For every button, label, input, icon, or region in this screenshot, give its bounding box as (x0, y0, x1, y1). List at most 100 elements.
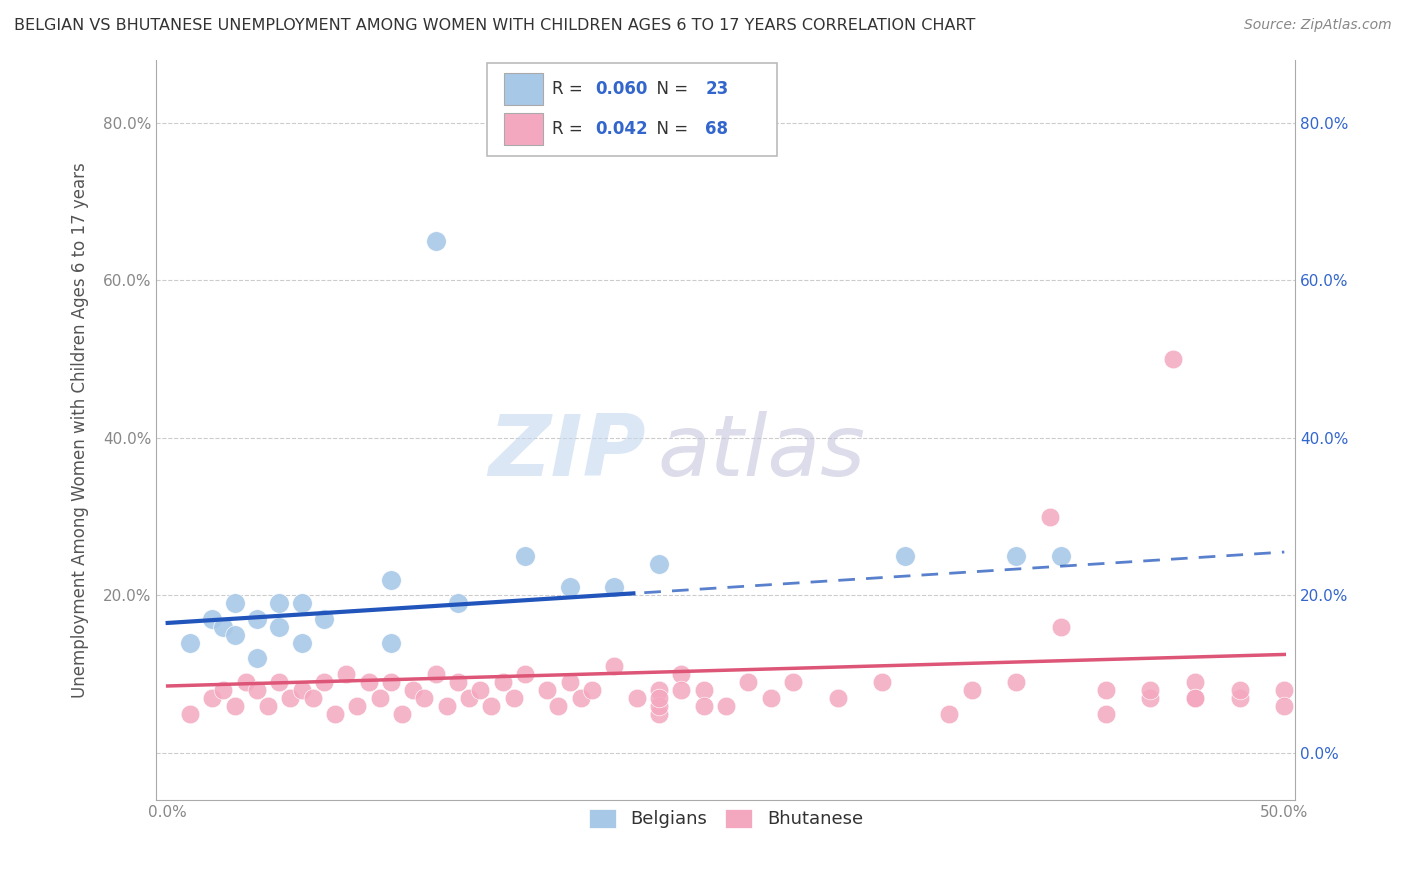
Point (1039, 509, 1062, 524)
Point (312, 675, 335, 690)
Point (1184, 690, 1206, 705)
Point (492, 675, 515, 690)
Point (425, 667, 447, 681)
Point (224, 698, 246, 713)
Point (502, 690, 524, 705)
Point (782, 675, 804, 690)
FancyBboxPatch shape (486, 63, 778, 156)
Point (1050, 549, 1073, 563)
Point (827, 690, 849, 705)
Point (872, 675, 894, 690)
Point (323, 706, 346, 721)
Point (558, 581, 581, 595)
Point (648, 690, 671, 705)
Point (1094, 682, 1116, 697)
Point (447, 675, 470, 690)
Point (380, 675, 402, 690)
FancyBboxPatch shape (503, 112, 543, 145)
Point (291, 635, 314, 649)
Point (603, 659, 626, 673)
Point (671, 682, 693, 697)
Point (1229, 690, 1251, 705)
Point (413, 690, 436, 705)
Point (291, 682, 314, 697)
Y-axis label: Unemployment Among Women with Children Ages 6 to 17 years: Unemployment Among Women with Children A… (72, 162, 89, 698)
Text: Source: ZipAtlas.com: Source: ZipAtlas.com (1244, 18, 1392, 32)
Point (257, 698, 280, 713)
Point (235, 675, 257, 690)
Point (759, 690, 782, 705)
Text: R =: R = (551, 120, 588, 138)
Text: N =: N = (647, 79, 693, 98)
Text: 0.060: 0.060 (595, 79, 647, 98)
Point (201, 612, 224, 626)
Point (938, 706, 960, 721)
Point (368, 690, 391, 705)
Text: 23: 23 (706, 79, 728, 98)
Point (603, 581, 626, 595)
Point (391, 706, 413, 721)
Point (301, 690, 323, 705)
Point (1161, 351, 1184, 366)
Point (246, 682, 269, 697)
Legend: Belgians, Bhutanese: Belgians, Bhutanese (582, 802, 870, 836)
Point (179, 706, 201, 721)
Text: N =: N = (647, 120, 693, 138)
Point (246, 651, 269, 665)
Point (201, 690, 224, 705)
Point (269, 620, 291, 634)
Point (648, 682, 671, 697)
Point (692, 682, 714, 697)
FancyBboxPatch shape (503, 72, 543, 105)
Point (458, 690, 481, 705)
Point (1139, 682, 1161, 697)
Point (1184, 675, 1206, 690)
Point (1005, 549, 1028, 563)
Point (558, 675, 581, 690)
Point (224, 628, 246, 642)
Point (692, 698, 714, 713)
Text: 68: 68 (706, 120, 728, 138)
Point (212, 620, 235, 634)
Point (224, 596, 246, 610)
Point (447, 596, 470, 610)
Point (312, 612, 335, 626)
Point (547, 698, 569, 713)
Point (714, 698, 737, 713)
Point (179, 635, 201, 649)
Point (1094, 706, 1116, 721)
Point (346, 698, 368, 713)
Point (425, 234, 447, 248)
Point (513, 549, 536, 563)
Point (380, 573, 402, 587)
Point (269, 596, 291, 610)
Point (536, 682, 558, 697)
Point (481, 698, 503, 713)
Point (436, 698, 458, 713)
Text: 0.042: 0.042 (595, 120, 648, 138)
Point (357, 675, 380, 690)
Point (581, 682, 603, 697)
Point (1272, 682, 1295, 697)
Text: R =: R = (551, 79, 588, 98)
Point (280, 690, 302, 705)
Point (1272, 698, 1295, 713)
Point (291, 596, 314, 610)
Text: ZIP: ZIP (489, 410, 647, 493)
Point (1184, 690, 1206, 705)
Point (569, 690, 592, 705)
Point (212, 682, 235, 697)
Point (737, 675, 759, 690)
Point (335, 667, 357, 681)
Point (1050, 620, 1073, 634)
Point (380, 635, 402, 649)
Text: atlas: atlas (658, 410, 866, 493)
Point (648, 698, 671, 713)
Point (1229, 682, 1251, 697)
Point (470, 682, 492, 697)
Point (513, 667, 536, 681)
Point (246, 612, 269, 626)
Point (671, 667, 693, 681)
Point (648, 706, 671, 721)
Point (1005, 675, 1028, 690)
